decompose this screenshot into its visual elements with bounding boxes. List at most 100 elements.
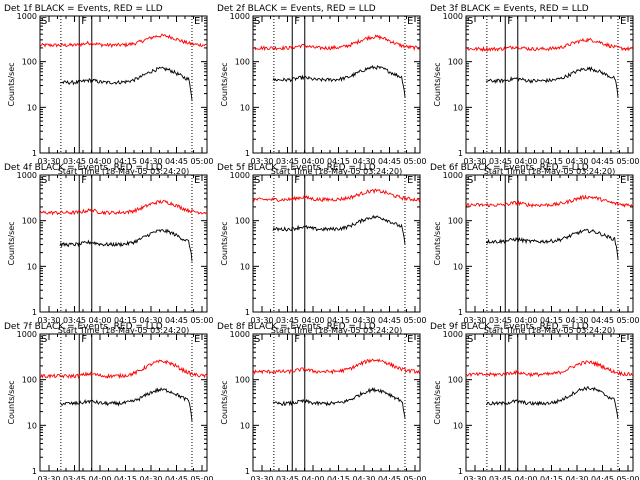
x-tick-label: 05:00 [616, 475, 639, 480]
plot-frame [465, 333, 634, 472]
y-tick-label: 1 [458, 149, 463, 158]
panel-title: Det 1f BLACK = Events, RED = LLD [4, 4, 163, 14]
marker-s: S [254, 16, 260, 27]
y-axis-label: Counts/sec [220, 380, 229, 424]
x-axis-label: Start Time (18-May-05 03:24:20) [58, 326, 189, 335]
marker-f: F [507, 334, 513, 345]
panel-title: Det 9f BLACK = Events, RED = LLD [430, 322, 589, 332]
lld-series-line [465, 360, 634, 378]
marker-f: F [294, 16, 300, 27]
x-tick-label: 04:00 [301, 157, 324, 166]
y-tick-label: 10 [453, 262, 463, 271]
detector-panel-7: Det 7f BLACK = Events, RED = LLD 1 10 100 10… [4, 322, 214, 480]
detector-panel-3: Det 3f BLACK = Events, RED = LLD 1 10 100 10… [430, 4, 640, 176]
x-tick-label: 04:15 [540, 316, 563, 325]
x-tick-label: 03:30 [250, 157, 273, 166]
y-tick-label: 1 [245, 149, 250, 158]
x-tick-label: 03:30 [37, 157, 60, 166]
plot-frame [39, 333, 208, 472]
x-tick-label: 04:00 [88, 157, 111, 166]
x-tick-label: 04:00 [514, 316, 537, 325]
x-tick-label: 04:45 [591, 316, 614, 325]
plot-frame [252, 174, 421, 313]
marker-s: S [254, 334, 260, 345]
x-axis-label: Start Time (18-May-05 03:24:20) [484, 167, 615, 176]
x-tick-label: 04:45 [378, 316, 401, 325]
marker-e: E [194, 334, 200, 345]
marker-e: E [407, 334, 413, 345]
x-tick-label: 04:30 [565, 316, 588, 325]
x-tick-label: 03:45 [276, 157, 299, 166]
x-tick-label: 05:00 [616, 157, 639, 166]
y-tick-label: 1 [32, 308, 37, 317]
x-tick-label: 05:00 [190, 475, 213, 480]
y-tick-label: 100 [22, 58, 37, 67]
y-axis-label: Counts/sec [7, 62, 16, 106]
x-tick-label: 03:45 [63, 475, 86, 480]
x-tick-label: 04:30 [565, 475, 588, 480]
y-tick-label: 10 [27, 421, 37, 430]
marker-s: S [467, 16, 473, 27]
y-tick-label: 1 [458, 308, 463, 317]
lld-series-line [252, 358, 421, 375]
y-tick-label: 1 [458, 467, 463, 476]
marker-f: F [507, 16, 513, 27]
marker-s: S [41, 175, 47, 186]
x-tick-label: 03:45 [489, 316, 512, 325]
y-tick-label: 1000 [230, 330, 250, 339]
x-tick-label: 04:45 [591, 157, 614, 166]
x-tick-label: 04:45 [591, 475, 614, 480]
x-tick-label: 04:30 [352, 316, 375, 325]
x-tick-label: 04:45 [378, 157, 401, 166]
lld-series-line [39, 359, 208, 380]
lld-series-line [465, 37, 634, 53]
x-tick-label: 04:00 [514, 475, 537, 480]
x-tick-label: 04:15 [114, 157, 137, 166]
x-tick-label: 04:45 [165, 157, 188, 166]
panel-title: Det 5f BLACK = Events, RED = LLD [217, 163, 376, 173]
y-tick-label: 1000 [443, 171, 463, 180]
y-tick-label: 10 [240, 103, 250, 112]
x-tick-label: 04:30 [139, 316, 162, 325]
events-series-line [272, 214, 406, 245]
detector-panel-1: Det 1f BLACK = Events, RED = LLD 1 10 100 10… [4, 4, 214, 176]
detector-panel-5: Det 5f BLACK = Events, RED = LLD 1 10 100 10… [217, 163, 427, 335]
x-tick-label: 04:30 [139, 475, 162, 480]
y-tick-label: 100 [448, 217, 463, 226]
x-tick-label: 04:00 [88, 316, 111, 325]
y-tick-label: 100 [235, 217, 250, 226]
panel-title: Det 8f BLACK = Events, RED = LLD [217, 322, 376, 332]
marker-s: S [467, 175, 473, 186]
y-axis-label: Counts/sec [433, 380, 442, 424]
events-series-line [59, 228, 193, 262]
x-tick-label: 03:45 [63, 316, 86, 325]
lld-series-line [39, 199, 208, 216]
x-tick-label: 03:30 [463, 316, 486, 325]
y-tick-label: 1000 [17, 330, 37, 339]
plot-frame [465, 174, 634, 313]
y-tick-label: 1000 [230, 171, 250, 180]
x-tick-label: 04:30 [139, 157, 162, 166]
x-tick-label: 04:15 [540, 157, 563, 166]
marker-e: E [620, 16, 626, 27]
x-tick-label: 03:30 [37, 475, 60, 480]
marker-f: F [507, 175, 513, 186]
x-tick-label: 03:45 [63, 157, 86, 166]
lld-series-line [39, 33, 208, 49]
y-tick-label: 10 [240, 421, 250, 430]
x-tick-label: 05:00 [190, 316, 213, 325]
y-tick-label: 1000 [17, 171, 37, 180]
panel-title: Det 2f BLACK = Events, RED = LLD [217, 4, 376, 14]
marker-s: S [41, 334, 47, 345]
y-tick-label: 1 [245, 308, 250, 317]
y-tick-label: 1 [32, 467, 37, 476]
y-tick-label: 1 [245, 467, 250, 476]
x-tick-label: 04:30 [352, 475, 375, 480]
lld-series-line [252, 188, 421, 203]
x-tick-label: 04:45 [165, 475, 188, 480]
x-tick-label: 04:00 [514, 157, 537, 166]
marker-e: E [407, 16, 413, 27]
x-axis-label: Start Time (18-May-05 03:24:20) [271, 326, 402, 335]
x-tick-label: 05:00 [403, 316, 426, 325]
